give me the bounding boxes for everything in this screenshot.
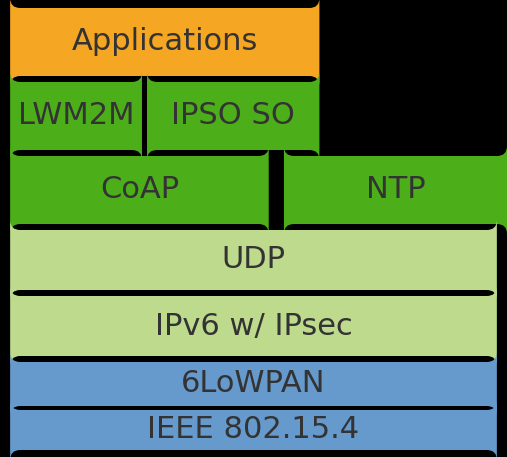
Text: 6LoWPAN: 6LoWPAN [181,370,326,399]
Text: CoAP: CoAP [100,175,179,204]
FancyBboxPatch shape [10,286,497,366]
FancyBboxPatch shape [10,0,319,86]
FancyBboxPatch shape [10,400,497,457]
Text: Applications: Applications [71,27,258,57]
Text: IPSO SO: IPSO SO [171,101,295,131]
FancyBboxPatch shape [10,146,269,234]
Text: NTP: NTP [366,175,425,204]
Text: IPv6 w/ IPsec: IPv6 w/ IPsec [155,312,352,340]
FancyBboxPatch shape [10,220,497,300]
FancyBboxPatch shape [10,72,142,160]
Text: IEEE 802.15.4: IEEE 802.15.4 [148,415,359,445]
Text: LWM2M: LWM2M [18,101,134,131]
Text: UDP: UDP [222,245,285,275]
FancyBboxPatch shape [147,72,319,160]
FancyBboxPatch shape [10,352,497,416]
FancyBboxPatch shape [284,146,507,234]
